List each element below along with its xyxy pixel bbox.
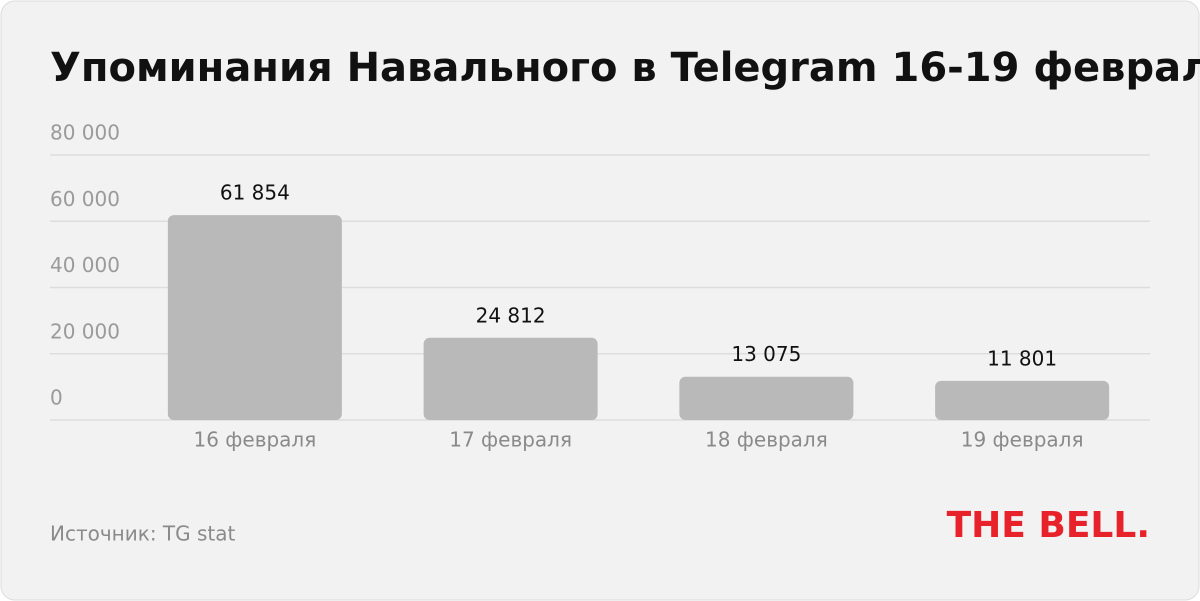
bar xyxy=(167,215,342,420)
y-tick-label: 0 xyxy=(50,386,63,410)
y-tick-label: 80 000 xyxy=(50,121,120,145)
y-tick-label: 40 000 xyxy=(50,253,120,277)
bar xyxy=(935,380,1110,420)
value-label: 11 801 xyxy=(987,346,1057,370)
x-tick-label: 19 февраля xyxy=(961,428,1084,452)
bar xyxy=(679,376,854,420)
bar xyxy=(423,337,598,420)
x-tick-label: 18 февраля xyxy=(705,428,828,452)
source: Источник: TG stat xyxy=(50,522,236,546)
brand-logo: THE BELL. xyxy=(947,505,1150,546)
chart-title: Упоминания Навального в Telegram 16-19 ф… xyxy=(50,45,1200,91)
y-tick-label: 60 000 xyxy=(50,187,120,211)
value-label: 61 854 xyxy=(220,181,290,205)
x-tick-label: 16 февраля xyxy=(193,428,316,452)
x-tick-label: 17 февраля xyxy=(449,428,572,452)
value-label: 13 075 xyxy=(731,342,801,366)
value-label: 24 812 xyxy=(476,303,546,327)
y-tick-label: 20 000 xyxy=(50,319,120,343)
